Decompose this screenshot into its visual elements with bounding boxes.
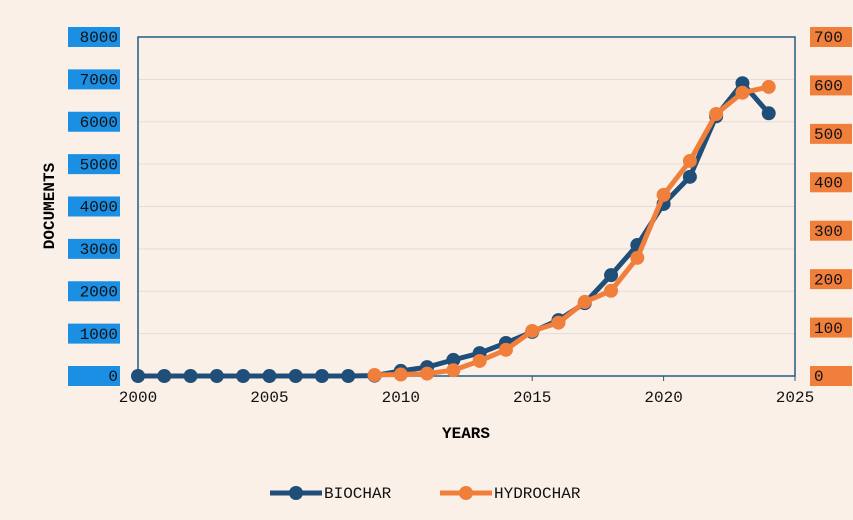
y-tick-box [68, 281, 120, 302]
series-marker [236, 369, 251, 383]
series-marker [630, 250, 645, 265]
series-marker [446, 352, 461, 367]
y2-tick-box [810, 366, 852, 386]
y2-tick-label: 300 [814, 223, 843, 241]
series-marker [682, 153, 697, 168]
series-marker [551, 315, 566, 330]
y-tick-box [68, 69, 120, 90]
x-tick-label: 2025 [776, 389, 814, 407]
series-marker [420, 366, 435, 381]
y-tick-box [68, 323, 120, 344]
y2-tick-label: 600 [814, 78, 843, 96]
y-tick-label: 3000 [80, 241, 118, 259]
y-tick-label: 6000 [80, 114, 118, 132]
y-tick-box [68, 154, 120, 175]
series-marker [604, 268, 619, 283]
series-marker [131, 369, 145, 383]
series-line [374, 84, 770, 378]
series-marker [577, 294, 592, 309]
y-tick-label: 1000 [80, 326, 118, 344]
y-tick-box [68, 27, 120, 47]
series-marker [393, 367, 408, 382]
series-marker [209, 369, 224, 383]
series-marker [525, 323, 540, 338]
y-tick-label: 0 [108, 368, 118, 386]
y-tick-label: 7000 [80, 72, 118, 90]
y-tick-label: 2000 [80, 283, 118, 301]
x-axis-title: YEARS [442, 425, 490, 443]
y2-tick-box [810, 269, 852, 290]
legend-label: HYDROCHAR [494, 485, 581, 503]
y2-tick-label: 100 [814, 320, 843, 338]
series-marker [314, 369, 329, 383]
series-marker [656, 187, 671, 202]
y2-tick-label: 200 [814, 271, 843, 289]
y-tick-box [68, 238, 120, 259]
y-tick-label: 4000 [80, 199, 118, 217]
series-marker [341, 369, 356, 383]
y-axis-title: DOCUMENTS [41, 162, 59, 249]
plot-border [137, 36, 796, 377]
y-tick-label: 8000 [80, 29, 118, 47]
series-marker [604, 283, 619, 298]
series-marker [761, 79, 776, 94]
y2-tick-label: 700 [814, 29, 843, 47]
series-marker [735, 85, 750, 100]
y2-tick-label: 0 [814, 368, 824, 386]
y-tick-box [68, 366, 120, 386]
y2-tick-label: 400 [814, 175, 843, 193]
series-marker [761, 106, 776, 121]
x-tick-label: 2020 [644, 389, 682, 407]
series-marker [498, 342, 513, 357]
y2-tick-box [810, 172, 852, 193]
series-marker [183, 369, 198, 383]
legend-marker [459, 486, 473, 500]
series-marker [709, 107, 724, 122]
x-tick-label: 2010 [382, 389, 420, 407]
legend-marker [289, 486, 303, 500]
y2-tick-box [810, 220, 852, 241]
y-tick-box [68, 111, 120, 132]
y2-tick-box [810, 317, 852, 338]
y2-tick-box [810, 75, 852, 96]
y2-tick-box [810, 27, 852, 47]
y2-tick-box [810, 123, 852, 144]
series-marker [446, 363, 461, 378]
y-tick-label: 5000 [80, 156, 118, 174]
y2-tick-label: 500 [814, 126, 843, 144]
series-marker [682, 169, 697, 184]
y-tick-box [68, 196, 120, 217]
series-marker [157, 369, 172, 383]
legend-label: BIOCHAR [324, 485, 392, 503]
series-marker [472, 353, 487, 368]
x-tick-label: 2015 [513, 389, 551, 407]
series-marker [288, 369, 303, 383]
series-marker [367, 368, 382, 383]
x-tick-label: 2000 [119, 389, 157, 407]
x-tick-label: 2005 [250, 389, 288, 407]
series-marker [262, 369, 277, 383]
